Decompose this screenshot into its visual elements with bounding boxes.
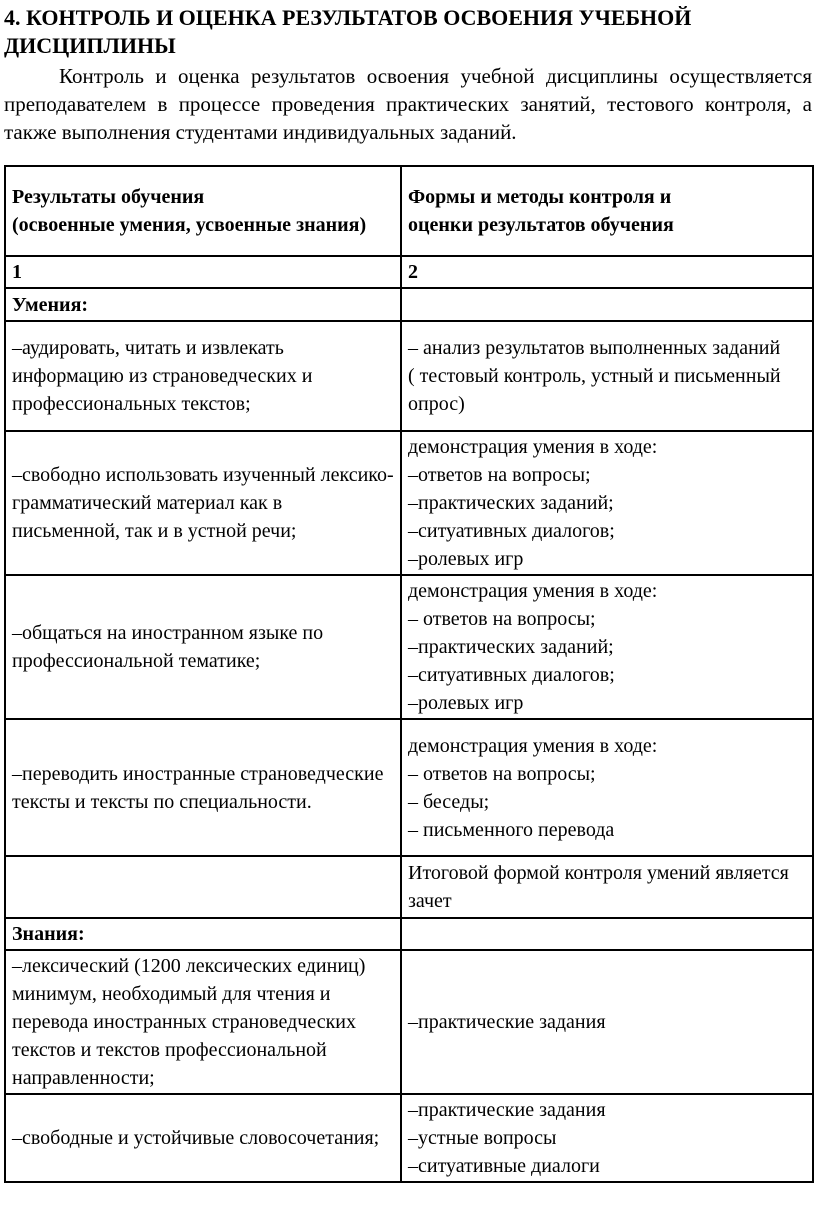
table-cell-knowledge: –свободные и устойчивые словосочетания; xyxy=(4,1093,402,1183)
table-cell-col-number-1: 1 xyxy=(4,255,402,289)
table-cell-method: –практические задания –устные вопросы –с… xyxy=(400,1093,814,1183)
document-page: 4. КОНТРОЛЬ И ОЦЕНКА РЕЗУЛЬТАТОВ ОСВОЕНИ… xyxy=(4,5,814,1183)
table-cell-col-number-2: 2 xyxy=(400,255,814,289)
table-cell-skill: –аудировать, читать и извлекать информац… xyxy=(4,320,402,432)
table-cell-empty xyxy=(4,855,402,919)
table-cell-umeniya: Умения: xyxy=(4,287,402,322)
table-cell-skill: –переводить иностранные страноведческие … xyxy=(4,718,402,857)
table-cell-skill: –общаться на иностранном языке по профес… xyxy=(4,574,402,720)
table-cell-method: –практические задания xyxy=(400,949,814,1095)
table-cell-method: демонстрация умения в ходе: – ответов на… xyxy=(400,718,814,857)
table-row-perevodit: –переводить иностранные страноведческие … xyxy=(4,718,814,857)
table-cell-skill: –свободно использовать изученный лексико… xyxy=(4,430,402,576)
table-cell-method: – анализ результатов выполненных заданий… xyxy=(400,320,814,432)
table-cell-knowledge: –лексический (1200 лексических единиц) м… xyxy=(4,949,402,1095)
table-row-numbers: 1 2 xyxy=(4,255,814,289)
table-cell-method: демонстрация умения в ходе: – ответов на… xyxy=(400,574,814,720)
table-row-leksicheskiy: –лексический (1200 лексических единиц) м… xyxy=(4,949,814,1095)
table-row-umeniya-label: Умения: xyxy=(4,287,814,322)
table-row-itog: Итоговой формой контроля умений является… xyxy=(4,855,814,919)
header-cell-results: Результаты обучения (освоенные умения, у… xyxy=(4,165,402,257)
table-cell-znaniya: Знания: xyxy=(4,917,402,951)
intro-paragraph: Контроль и оценка результатов освоения у… xyxy=(4,64,812,144)
table-cell-empty xyxy=(400,917,814,951)
table-row-znaniya-label: Знания: xyxy=(4,917,814,951)
section-heading: 4. КОНТРОЛЬ И ОЦЕНКА РЕЗУЛЬТАТОВ ОСВОЕНИ… xyxy=(4,5,692,58)
table-cell-method: демонстрация умения в ходе: –ответов на … xyxy=(400,430,814,576)
results-table: Результаты обучения (освоенные умения, у… xyxy=(4,165,814,1183)
table-row-svobodno: –свободно использовать изученный лексико… xyxy=(4,430,814,576)
table-row-obshchatsya: –общаться на иностранном языке по профес… xyxy=(4,574,814,720)
table-header-row: Результаты обучения (освоенные умения, у… xyxy=(4,165,814,257)
table-row-audirovat: –аудировать, читать и извлекать информац… xyxy=(4,320,814,432)
table-cell-final-control: Итоговой формой контроля умений является… xyxy=(400,855,814,919)
table-cell-empty xyxy=(400,287,814,322)
table-row-slovosochetaniya: –свободные и устойчивые словосочетания; … xyxy=(4,1093,814,1183)
header-cell-forms: Формы и методы контроля и оценки результ… xyxy=(400,165,814,257)
